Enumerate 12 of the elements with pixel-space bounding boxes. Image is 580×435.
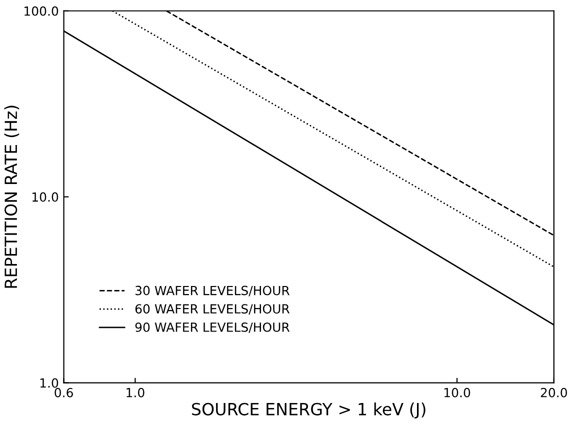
x-tick-label: 1.0 [126, 388, 144, 398]
legend-label: 30 WAFER LEVELS/HOUR [136, 286, 290, 296]
y-tick-label: 10.0 [32, 192, 58, 202]
x-axis-title: SOURCE ENERGY > 1 keV (J) [192, 402, 426, 419]
y-axis-title: REPETITION RATE (Hz) [4, 106, 20, 288]
x-tick-label: 10.0 [444, 388, 470, 398]
legend-label: 60 WAFER LEVELS/HOUR [135, 304, 290, 315]
y-tick-label: 100.0 [24, 6, 58, 16]
x-tick-label: 20.0 [540, 388, 567, 398]
y-tick-label: 1.0 [40, 378, 58, 388]
legend-label: 90 WAFER LEVELS/HOUR [135, 322, 290, 333]
x-tick-label: 0.6 [54, 388, 73, 398]
